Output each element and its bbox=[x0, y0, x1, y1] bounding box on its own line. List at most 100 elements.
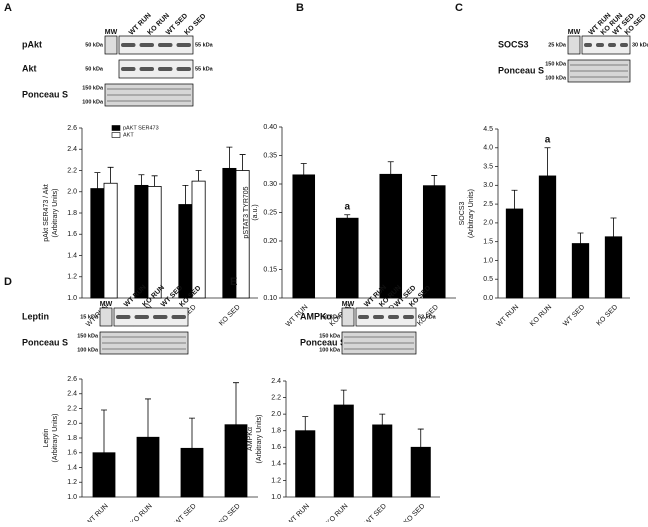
y-axis-label: (Arbitrary Units) bbox=[256, 414, 263, 463]
y-tick-label: 1.0 bbox=[483, 257, 493, 264]
blot-band bbox=[121, 67, 136, 71]
mw-lane bbox=[104, 35, 118, 55]
kda-label: 50 kDa bbox=[85, 66, 104, 72]
error-bar bbox=[340, 389, 347, 406]
y-tick-label: 2.0 bbox=[67, 189, 77, 196]
blot-band bbox=[107, 88, 191, 90]
y-axis-label: SOCS3 bbox=[459, 202, 466, 226]
x-tick-label: KO SED bbox=[218, 503, 242, 522]
mw-label: MW bbox=[100, 301, 113, 308]
bar bbox=[410, 446, 431, 498]
y-axis-label: (a.u.) bbox=[252, 204, 259, 220]
error-bar bbox=[610, 217, 617, 237]
blot-band bbox=[158, 43, 173, 47]
blot-image bbox=[355, 307, 417, 327]
kda-label: 100 kDa bbox=[545, 75, 567, 81]
kda-label: 50 kDa bbox=[85, 42, 104, 48]
y-tick-label: 2.0 bbox=[67, 420, 77, 427]
kda-label: 150 kDa bbox=[82, 85, 104, 91]
mw-label: MW bbox=[105, 29, 118, 36]
bar bbox=[538, 175, 557, 299]
y-tick-label: 2.4 bbox=[67, 146, 77, 153]
blot-band bbox=[176, 67, 191, 71]
bar bbox=[422, 185, 446, 299]
blot-band bbox=[116, 315, 131, 319]
blot-band bbox=[121, 43, 136, 47]
y-axis-label: pAkt SER473 / Akt bbox=[43, 184, 50, 242]
kda-label: 150 kDa bbox=[319, 333, 341, 339]
y-tick-label: 1.6 bbox=[271, 444, 281, 451]
blot-label: pAkt bbox=[22, 39, 42, 49]
y-tick-label: 1.4 bbox=[67, 252, 77, 259]
y-tick-label: 2.2 bbox=[271, 394, 281, 401]
y-tick-label: 0.15 bbox=[263, 266, 277, 273]
panel-letter: B bbox=[296, 2, 304, 14]
error-bar bbox=[417, 428, 424, 448]
x-tick-label: KO SED bbox=[596, 304, 620, 328]
y-tick-label: 0.0 bbox=[483, 295, 493, 302]
blot-label: AMPKα bbox=[300, 311, 332, 321]
y-tick-label: 1.6 bbox=[67, 450, 77, 457]
blot-image bbox=[118, 35, 194, 55]
error-bar bbox=[189, 417, 195, 449]
y-tick-label: 1.2 bbox=[271, 477, 281, 484]
legend-label: pAKT SER473 bbox=[123, 125, 159, 131]
x-tick-label: KO RUN bbox=[130, 503, 154, 522]
blot-label: Ponceau S bbox=[498, 65, 544, 75]
y-tick-label: 0.20 bbox=[263, 238, 277, 245]
blot-band bbox=[139, 43, 154, 47]
error-bar bbox=[300, 163, 307, 175]
y-tick-label: 4.0 bbox=[483, 145, 493, 152]
blot-band bbox=[358, 315, 369, 319]
error-bar bbox=[226, 146, 233, 169]
kda-label: 55 kDa bbox=[195, 42, 214, 48]
legend-label: AKT bbox=[123, 132, 134, 138]
mw-lane bbox=[99, 307, 113, 327]
error-bar bbox=[94, 172, 101, 189]
kda-label: 150 kDa bbox=[545, 61, 567, 67]
bar bbox=[372, 424, 393, 498]
y-tick-label: 3.5 bbox=[483, 163, 493, 170]
y-tick-label: 2.5 bbox=[483, 201, 493, 208]
y-axis-label: (Arbitrary Units) bbox=[468, 189, 475, 238]
y-tick-label: 1.8 bbox=[67, 435, 77, 442]
annotation: a bbox=[545, 134, 551, 145]
error-bar bbox=[387, 161, 394, 175]
bar bbox=[136, 436, 160, 498]
blot-label: Ponceau S bbox=[300, 337, 346, 347]
blot-band bbox=[570, 70, 628, 72]
mw-lane bbox=[567, 35, 581, 55]
blot-band bbox=[620, 43, 628, 47]
y-tick-label: 0.5 bbox=[483, 276, 493, 283]
blot-band bbox=[107, 100, 191, 102]
y-tick-label: 1.5 bbox=[483, 239, 493, 246]
x-tick-label: WT RUN bbox=[496, 304, 521, 329]
blot-label: Leptin bbox=[22, 311, 49, 321]
blot-band bbox=[102, 336, 186, 338]
y-tick-label: 2.0 bbox=[271, 411, 281, 418]
error-bar bbox=[233, 382, 239, 425]
y-tick-label: 0.40 bbox=[263, 124, 277, 131]
kda-label: 100 kDa bbox=[82, 99, 104, 105]
y-axis-label: Leptin bbox=[43, 428, 50, 447]
error-bar bbox=[138, 174, 145, 186]
x-tick-label: WT SED bbox=[364, 503, 388, 522]
blot-band bbox=[344, 348, 414, 350]
y-tick-label: 2.2 bbox=[67, 405, 77, 412]
panel-letter: C bbox=[455, 2, 463, 14]
y-tick-label: 4.5 bbox=[483, 126, 493, 133]
kda-label: 25 kDa bbox=[548, 42, 567, 48]
bar bbox=[180, 447, 204, 498]
error-bar bbox=[101, 409, 107, 453]
error-bar bbox=[151, 175, 158, 187]
blot-label: Akt bbox=[22, 63, 37, 73]
bar bbox=[335, 217, 359, 299]
y-tick-label: 2.6 bbox=[67, 376, 77, 383]
x-tick-label: KO RUN bbox=[325, 503, 349, 522]
y-tick-label: 0.25 bbox=[263, 209, 277, 216]
blot-band bbox=[344, 336, 414, 338]
blot-band bbox=[373, 315, 384, 319]
blot-band bbox=[388, 315, 399, 319]
y-tick-label: 1.4 bbox=[67, 464, 77, 471]
bar bbox=[178, 204, 193, 299]
